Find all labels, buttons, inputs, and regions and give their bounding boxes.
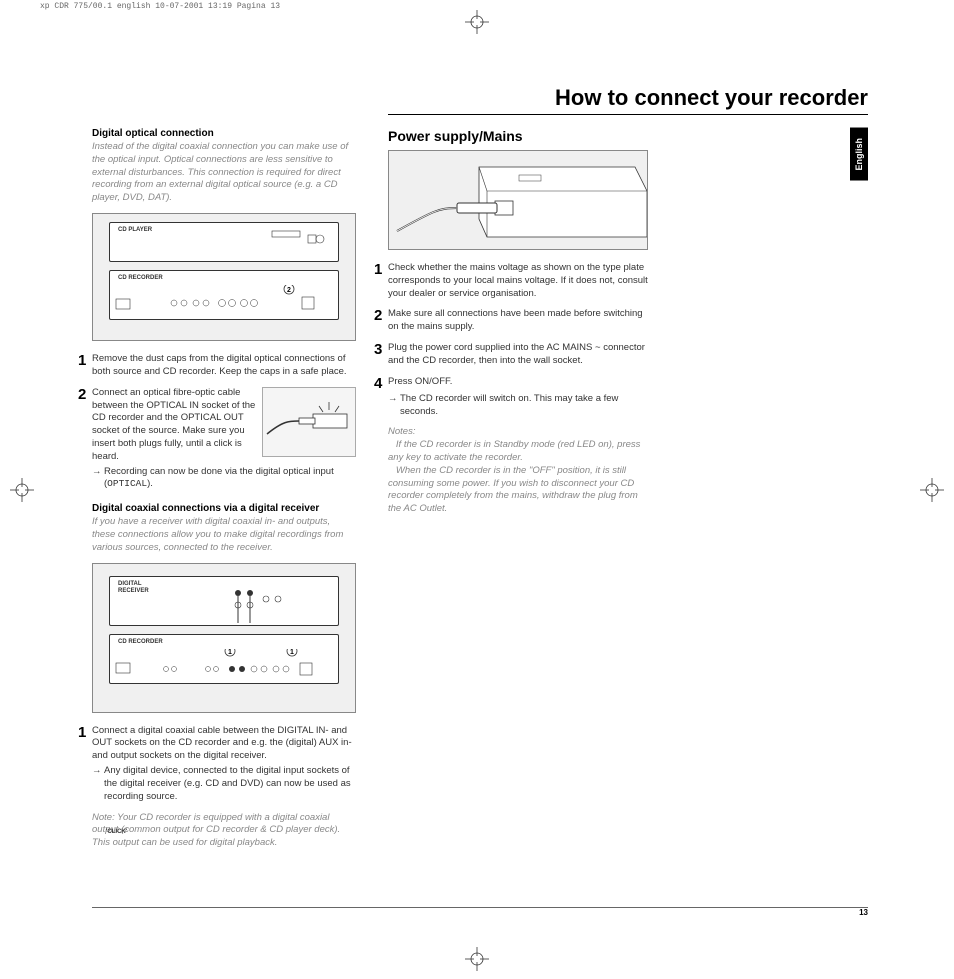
step-number: 1 (374, 262, 388, 300)
step-number: 4 (374, 376, 388, 391)
crop-mark-top (465, 10, 489, 34)
step-text: Check whether the mains voltage as shown… (388, 262, 648, 300)
step-text: Plug the power cord supplied into the AC… (388, 342, 648, 368)
crop-mark-right (920, 478, 944, 502)
power-step-4: 4 Press ON/OFF. The CD recorder will swi… (388, 376, 648, 419)
coaxial-note: Note: Your CD recorder is equipped with … (92, 812, 356, 850)
footer-rule (92, 907, 868, 908)
coaxial-step-1-sub: Any digital device, connected to the dig… (104, 765, 356, 803)
step-number: 2 (374, 308, 388, 334)
heading-digital-optical: Digital optical connection (92, 128, 356, 139)
power-step-2: 2 Make sure all connections have been ma… (388, 308, 648, 334)
step-number: 1 (78, 353, 92, 379)
crop-mark-bottom (465, 947, 489, 971)
heading-digital-coaxial-receiver: Digital coaxial connections via a digita… (92, 503, 356, 514)
diagram1-circle-2: 2 (287, 287, 291, 294)
power-step-3: 3 Plug the power cord supplied into the … (388, 342, 648, 368)
optical-step-2: 2 'CLICK' Connect an optical fibre-optic… (92, 387, 356, 492)
svg-text:1: 1 (290, 649, 294, 656)
diagram-coaxial-receiver: DIGITAL RECEIVER CD RECORDER (92, 563, 356, 713)
step-text: 'CLICK' Connect an optical fibre-optic c… (92, 387, 356, 464)
optical-step-1: 1 Remove the dust caps from the digital … (92, 353, 356, 379)
page-number: 13 (859, 908, 868, 917)
power-notes: Notes: If the CD recorder is in Standby … (388, 426, 648, 516)
optical-step-2-sub: Recording can now be done via the digita… (104, 466, 356, 492)
diagram-optical-connection: CD PLAYER CD RECORDER 2 (92, 213, 356, 341)
left-column: Digital optical connection Instead of th… (92, 128, 356, 850)
crop-mark-left (10, 478, 34, 502)
title-underline (388, 114, 868, 115)
step-text: Connect a digital coaxial cable between … (92, 725, 356, 763)
diagram-click-illustration: 'CLICK' (262, 387, 356, 457)
step-number: 2 (78, 387, 92, 464)
step-text: Make sure all connections have been made… (388, 308, 648, 334)
right-column: Power supply/Mains 1 Check whether the m… (388, 128, 648, 516)
step-text: Press ON/OFF. (388, 376, 452, 391)
power-step-1: 1 Check whether the mains voltage as sho… (388, 262, 648, 300)
svg-text:1: 1 (228, 649, 232, 656)
step-number: 3 (374, 342, 388, 368)
step-text: Remove the dust caps from the digital op… (92, 353, 356, 379)
diagram1-cdplayer-label: CD PLAYER (118, 227, 152, 233)
diagram2-cdrecorder-label: CD RECORDER (118, 639, 163, 645)
diagram-power-supply (388, 150, 648, 250)
coaxial-step-1: 1 Connect a digital coaxial cable betwee… (92, 725, 356, 804)
step-number: 1 (78, 725, 92, 763)
diagram2-receiver-label: DIGITAL RECEIVER (118, 581, 168, 595)
language-tab: English (850, 128, 868, 181)
power-step-4-sub: The CD recorder will switch on. This may… (400, 393, 648, 419)
diagram1-cdrecorder-label: CD RECORDER (118, 275, 163, 281)
print-header: xp CDR 775/00.1 english 10-07-2001 13:19… (40, 2, 280, 11)
intro-digital-optical: Instead of the digital coaxial connectio… (92, 141, 356, 205)
heading-power-supply: Power supply/Mains (388, 128, 648, 144)
page-title: How to connect your recorder (555, 85, 868, 111)
click-label: 'CLICK' (106, 828, 127, 836)
intro-digital-coaxial-receiver: If you have a receiver with digital coax… (92, 516, 356, 554)
